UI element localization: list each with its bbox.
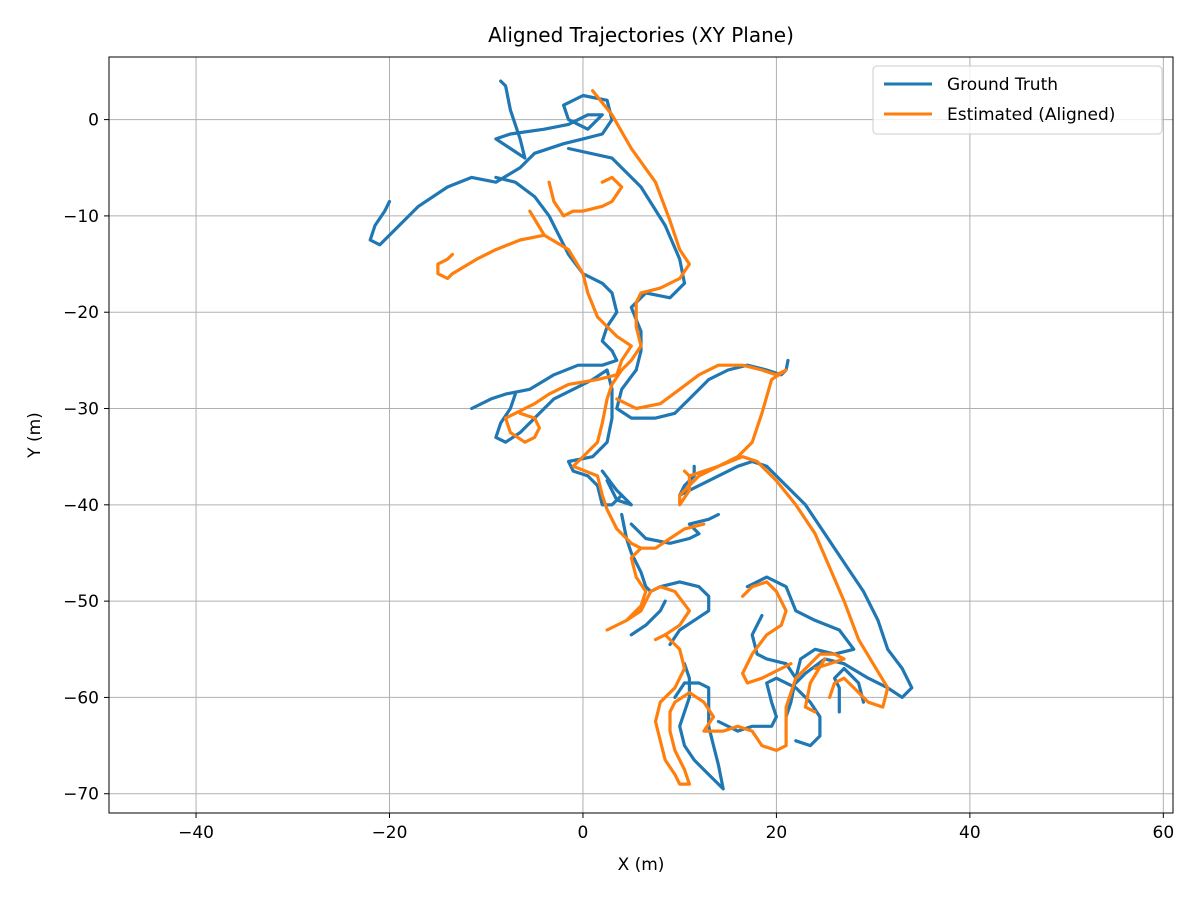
x-tick-label: 20	[766, 823, 788, 843]
y-tick-label: −20	[63, 303, 99, 323]
estimated-aligned-trajectory-segment	[653, 633, 846, 786]
series-estimated-aligned	[436, 89, 890, 786]
estimated-aligned-trajectory-segment	[436, 209, 546, 281]
estimated-aligned-trajectory-segment	[571, 89, 692, 468]
estimated-aligned-trajectory-segment	[615, 363, 788, 507]
y-tick-label: −60	[63, 688, 99, 708]
series-ground-truth	[368, 79, 914, 791]
legend: Ground Truth Estimated (Aligned)	[872, 65, 1163, 135]
x-tick-label: −20	[372, 823, 408, 843]
ground-truth-trajectory-segment	[566, 146, 687, 372]
plot-area	[368, 79, 914, 791]
ground-truth-trajectory-segment	[832, 666, 866, 714]
estimated-aligned-trajectory-segment	[605, 546, 692, 642]
ground-truth-trajectory-segment	[678, 459, 914, 700]
x-tick-label: 0	[578, 823, 589, 843]
ground-truth-trajectory-segment	[673, 662, 725, 791]
y-axis-label: Y (m)	[25, 412, 45, 459]
y-tick-label: −30	[63, 400, 99, 420]
estimated-aligned-trajectory-segment	[687, 455, 890, 709]
ground-truth-trajectory-segment	[368, 79, 614, 247]
ground-truth-trajectory-segment	[716, 676, 822, 748]
y-tick-label: −10	[63, 207, 99, 227]
ground-truth-trajectory-segment	[470, 175, 619, 411]
chart-title: Aligned Trajectories (XY Plane)	[488, 23, 794, 47]
legend-label-ground-truth: Ground Truth	[947, 75, 1058, 95]
estimated-aligned-trajectory-segment	[504, 233, 633, 444]
ground-truth-trajectory-segment	[750, 613, 798, 719]
axis-ticks: −40 −20 0 20 40 60 0 −10 −20 −30 −40 −50 −60 −70	[63, 111, 1174, 843]
y-tick-label: −50	[63, 592, 99, 612]
ground-truth-trajectory-segment	[745, 575, 856, 680]
grid	[109, 57, 1173, 813]
estimated-aligned-trajectory-segment	[571, 464, 706, 550]
y-tick-label: −40	[63, 496, 99, 516]
ground-truth-trajectory-segment	[600, 469, 624, 497]
estimated-aligned-trajectory-segment	[740, 580, 793, 685]
x-tick-label: −40	[178, 823, 214, 843]
y-tick-label: 0	[88, 111, 99, 131]
x-tick-label: 40	[959, 823, 981, 843]
y-tick-label: −70	[63, 785, 99, 805]
ground-truth-trajectory-segment	[629, 599, 667, 637]
series-layer	[368, 79, 914, 791]
estimated-aligned-trajectory-segment	[803, 657, 827, 714]
ground-truth-trajectory-segment	[629, 512, 721, 545]
x-tick-label: 60	[1153, 823, 1175, 843]
ground-truth-trajectory-segment	[494, 368, 633, 507]
estimated-aligned-trajectory-segment	[547, 175, 624, 218]
legend-label-estimated: Estimated (Aligned)	[947, 105, 1115, 125]
axes-frame	[108, 56, 1174, 814]
x-axis-label: X (m)	[618, 855, 665, 875]
legend-box	[872, 65, 1163, 135]
